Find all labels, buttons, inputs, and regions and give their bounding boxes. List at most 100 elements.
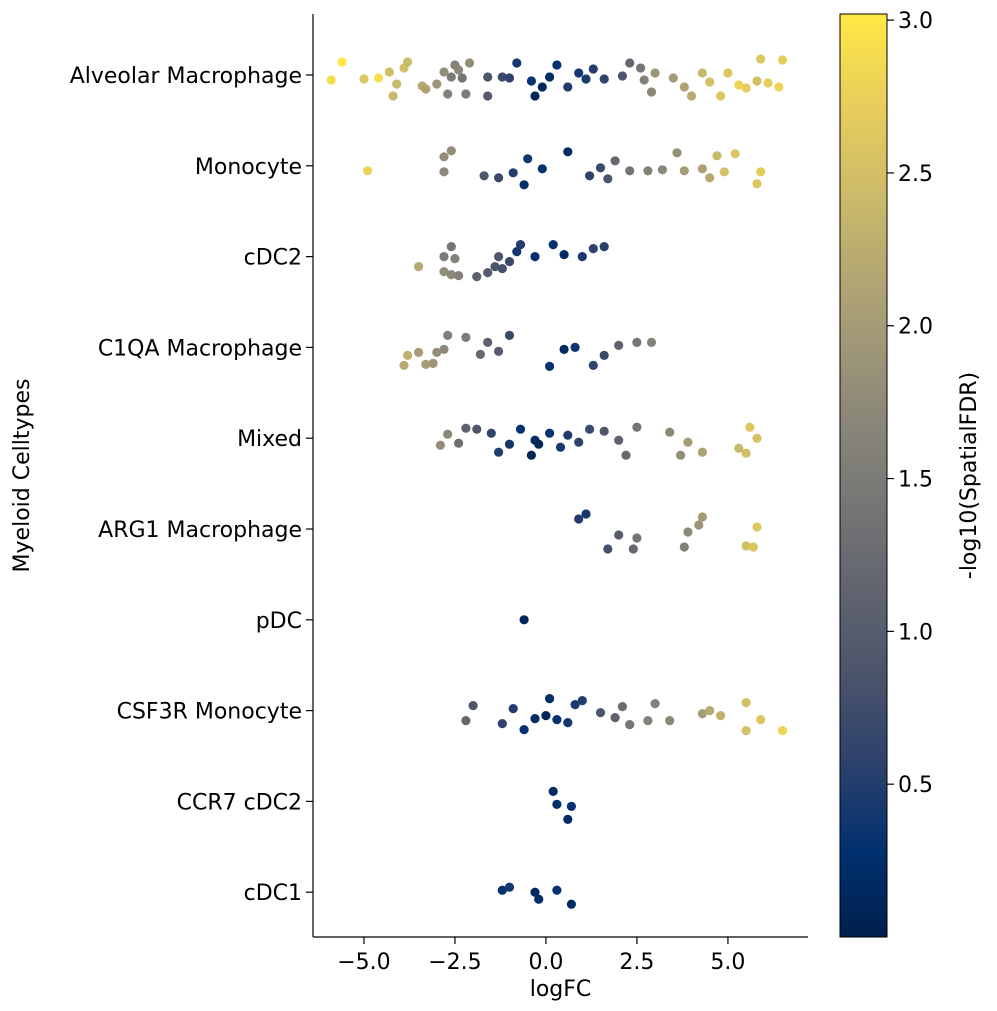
data-point	[508, 168, 518, 178]
data-point	[494, 346, 504, 356]
data-point	[683, 437, 693, 447]
data-point	[530, 887, 540, 897]
data-point	[497, 719, 507, 729]
data-point	[494, 447, 504, 457]
data-point	[668, 73, 678, 83]
data-point	[625, 58, 635, 68]
data-point	[359, 74, 369, 84]
data-point	[559, 344, 569, 354]
data-point	[566, 801, 577, 812]
data-point	[585, 424, 595, 434]
x-tick-label: 5.0	[710, 950, 745, 975]
data-point	[399, 360, 409, 370]
data-point	[599, 350, 609, 360]
data-point	[705, 77, 715, 87]
data-point	[752, 179, 762, 189]
data-point	[497, 264, 507, 274]
data-point	[570, 700, 580, 710]
data-point	[617, 71, 628, 81]
data-point	[741, 541, 751, 551]
data-point	[508, 704, 518, 714]
data-point	[599, 74, 609, 84]
data-point	[614, 435, 624, 445]
colorbar-tick-label: 2.0	[898, 315, 933, 340]
data-point	[541, 711, 551, 721]
data-point	[545, 361, 555, 371]
data-point	[588, 244, 598, 254]
data-point	[483, 72, 493, 82]
data-point	[461, 332, 471, 342]
data-point	[614, 340, 624, 350]
data-point	[745, 422, 755, 432]
data-point	[697, 447, 708, 457]
data-point	[581, 74, 591, 84]
data-point	[526, 76, 537, 86]
data-point	[483, 268, 493, 278]
data-point	[504, 330, 515, 340]
data-point	[461, 89, 471, 99]
y-tick-label: CSF3R Monocyte	[117, 700, 302, 725]
data-point	[326, 75, 336, 85]
data-point	[548, 786, 558, 797]
data-point	[373, 73, 384, 83]
data-point	[595, 708, 606, 718]
data-point	[428, 358, 438, 368]
data-point	[472, 272, 482, 282]
data-point	[763, 78, 773, 88]
data-point	[741, 726, 751, 736]
data-point	[552, 799, 562, 810]
data-point	[574, 437, 584, 447]
data-point	[545, 428, 555, 438]
data-point	[777, 55, 788, 65]
data-point	[548, 240, 558, 250]
data-point	[403, 350, 413, 360]
data-point	[563, 718, 573, 728]
data-point	[730, 149, 740, 159]
y-tick-label: ARG1 Macrophage	[98, 518, 302, 543]
data-point	[530, 91, 540, 101]
data-point	[446, 146, 456, 156]
data-point	[461, 423, 471, 433]
data-point	[443, 89, 453, 99]
data-point	[504, 882, 515, 892]
data-point	[643, 166, 653, 176]
data-point	[774, 82, 784, 92]
data-point	[490, 262, 500, 272]
data-point	[632, 337, 642, 347]
data-point	[574, 514, 584, 524]
data-point	[512, 247, 522, 257]
data-point	[577, 696, 587, 706]
data-point	[443, 429, 453, 439]
data-point	[665, 716, 675, 726]
data-point	[519, 725, 529, 735]
data-point	[515, 240, 526, 250]
data-point	[552, 885, 562, 895]
axes: −5.0 −2.5 0.0 2.5 5.0 Alveolar Macrophage Mono…	[70, 14, 808, 975]
data-point	[446, 270, 456, 280]
data-point	[625, 166, 635, 176]
data-point	[537, 164, 547, 174]
data-point	[388, 91, 398, 101]
data-point	[439, 167, 449, 177]
data-point	[610, 156, 620, 166]
data-point	[650, 699, 660, 709]
data-point	[497, 885, 507, 895]
colorbar-tick-label: 2.5	[898, 162, 933, 187]
data-point	[414, 262, 424, 272]
data-point	[577, 252, 587, 262]
data-point	[716, 91, 726, 101]
data-point	[665, 427, 675, 437]
data-point	[337, 57, 347, 67]
data-point	[570, 342, 580, 352]
data-point	[468, 701, 478, 711]
data-point	[443, 330, 453, 340]
data-point	[603, 544, 613, 554]
data-point	[472, 424, 482, 434]
data-point	[454, 65, 464, 75]
data-point	[545, 72, 555, 82]
x-tick-label: −5.0	[337, 950, 390, 975]
data-point	[610, 713, 620, 723]
data-point	[555, 442, 566, 452]
data-point	[636, 63, 646, 73]
